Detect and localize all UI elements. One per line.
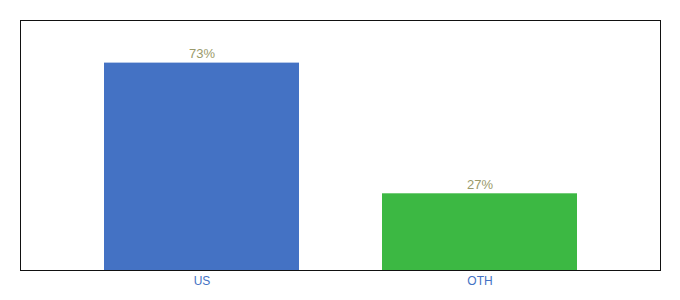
svg-text:US: US bbox=[194, 274, 211, 288]
svg-text:73%: 73% bbox=[189, 46, 215, 61]
svg-text:27%: 27% bbox=[467, 177, 493, 192]
svg-text:OTH: OTH bbox=[467, 274, 492, 288]
